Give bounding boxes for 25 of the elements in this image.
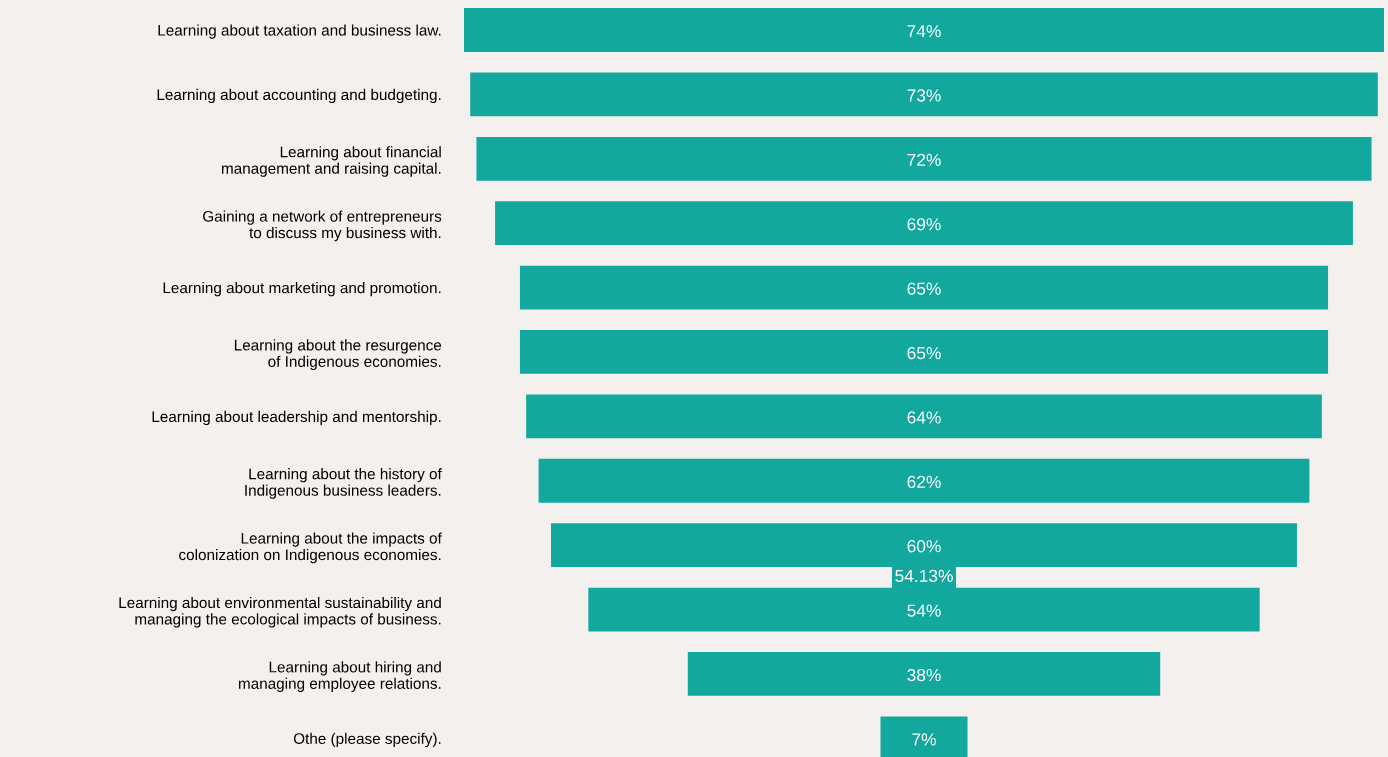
data-label: 72% bbox=[907, 153, 941, 166]
data-label: 65% bbox=[907, 346, 941, 360]
category-label: Learning about the impacts of colonization on Indigenous economies. bbox=[179, 532, 442, 564]
data-label: 74% bbox=[907, 25, 941, 38]
category-label: Learning about financial management and raising capital. bbox=[222, 146, 441, 177]
category-label: Learning about marketing and promotion. bbox=[163, 282, 441, 297]
category-label: Learning about hiring and managing employee relations. bbox=[238, 661, 441, 692]
category-label: Gaining a network of entrepreneurs to discuss my business with. bbox=[203, 210, 442, 242]
data-label: 60% bbox=[907, 540, 941, 553]
category-label: Learning about taxation and business law. bbox=[158, 24, 441, 39]
data-label: 62% bbox=[907, 475, 941, 488]
category-label: Learning about the resurgence of Indigenous economies. bbox=[234, 339, 442, 371]
category-label: Learning about leadership and mentorship. bbox=[152, 410, 441, 426]
category-label: Othe (please specify). bbox=[293, 732, 441, 748]
data-label: 69% bbox=[907, 218, 941, 231]
data-label: 38% bbox=[907, 668, 941, 682]
category-label: Learning about accounting and budgeting. bbox=[157, 88, 441, 104]
category-label: Learning about environmental sustainability and managing the ecological impacts of business. bbox=[119, 596, 441, 628]
data-label: 54% bbox=[907, 604, 941, 617]
data-label: 73% bbox=[907, 89, 941, 102]
text: 54.13% bbox=[895, 569, 953, 582]
data-label: 65% bbox=[907, 282, 941, 295]
data-label: 64% bbox=[907, 411, 941, 424]
data-label: 7% bbox=[912, 733, 936, 746]
category-label: Learning about the history of Indigenous business leaders. bbox=[245, 468, 442, 499]
